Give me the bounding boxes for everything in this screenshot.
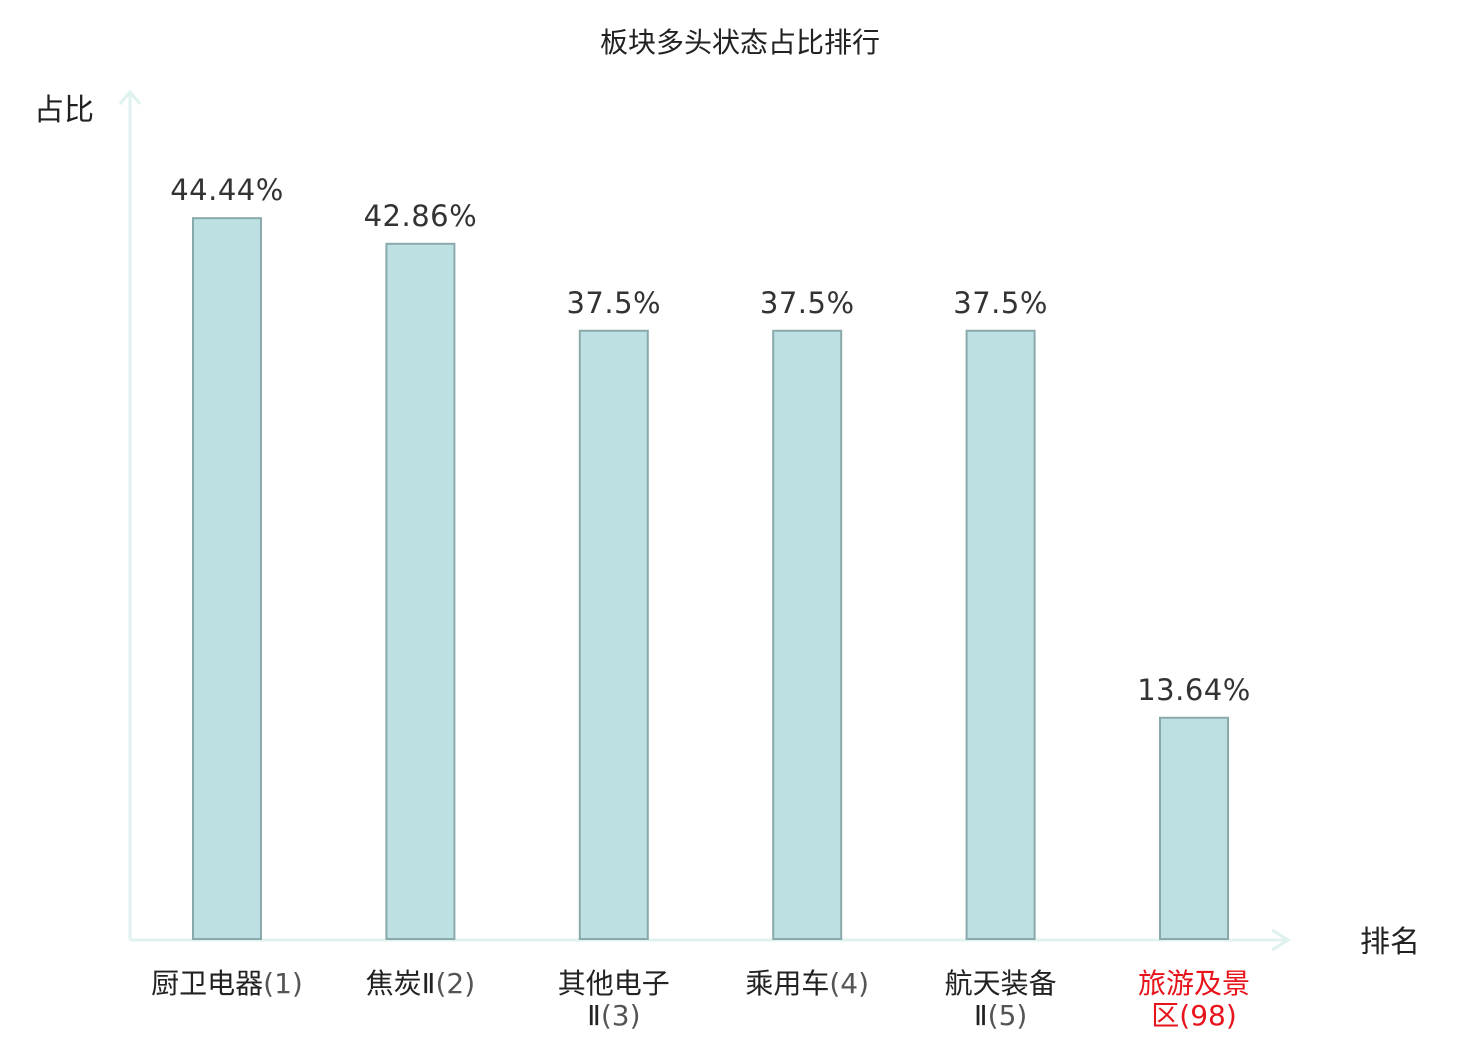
bar-1 [192, 217, 262, 940]
y-axis-label: 占比 [34, 93, 94, 128]
category-name: Ⅱ [974, 999, 988, 1032]
category-label: 焦炭Ⅱ(2) [366, 967, 475, 1000]
bar-value-label: 37.5% [566, 286, 661, 320]
category-label: Ⅱ(3) [587, 999, 640, 1032]
category-rank: (3) [601, 999, 641, 1032]
category-label: 其他电子 [558, 967, 670, 1000]
category-name: 焦炭Ⅱ [366, 967, 436, 1000]
category-label: 乘用车(4) [745, 967, 869, 1000]
bar-value-label: 13.64% [1137, 673, 1251, 707]
bar-value-label: 42.86% [364, 199, 478, 233]
category-rank: (1) [263, 967, 303, 1000]
category-rank: (98) [1179, 999, 1236, 1032]
value-labels-group: 44.44% 42.86% 37.5% 37.5% 37.5% 13.64% [170, 173, 1251, 707]
category-label: 厨卫电器(1) [151, 967, 303, 1000]
category-rank: (4) [829, 967, 869, 1000]
category-rank: (5) [988, 999, 1028, 1032]
category-label: 区(98) [1151, 999, 1237, 1032]
bar-6 [1159, 716, 1229, 941]
bar-2 [385, 242, 456, 941]
x-axis-label: 排名 [1360, 925, 1420, 960]
chart-title: 板块多头状态占比排行 [600, 26, 880, 59]
category-name: 区 [1151, 999, 1179, 1032]
bar-value-label: 44.44% [170, 173, 284, 207]
category-label: 旅游及景 [1138, 967, 1250, 1000]
bars-group [192, 217, 1229, 941]
category-name: 其他电子 [558, 967, 670, 1000]
y-axis-arrow-icon [118, 89, 142, 105]
bar-value-label: 37.5% [953, 286, 1048, 320]
category-name: 旅游及景 [1138, 967, 1250, 1000]
category-label: 航天装备 [945, 967, 1057, 1000]
x-axis-arrow-icon [1271, 928, 1291, 952]
category-name: 厨卫电器 [151, 967, 263, 1000]
category-name: 乘用车 [745, 967, 829, 1000]
category-name: 航天装备 [945, 967, 1057, 1000]
bar-value-label: 37.5% [760, 286, 855, 320]
axes [118, 89, 1291, 952]
bar-4 [772, 329, 843, 940]
bar-5 [965, 329, 1036, 940]
bar-3 [578, 329, 649, 940]
category-rank: (2) [435, 967, 475, 1000]
category-name: Ⅱ [587, 999, 601, 1032]
category-label: Ⅱ(5) [974, 999, 1027, 1032]
